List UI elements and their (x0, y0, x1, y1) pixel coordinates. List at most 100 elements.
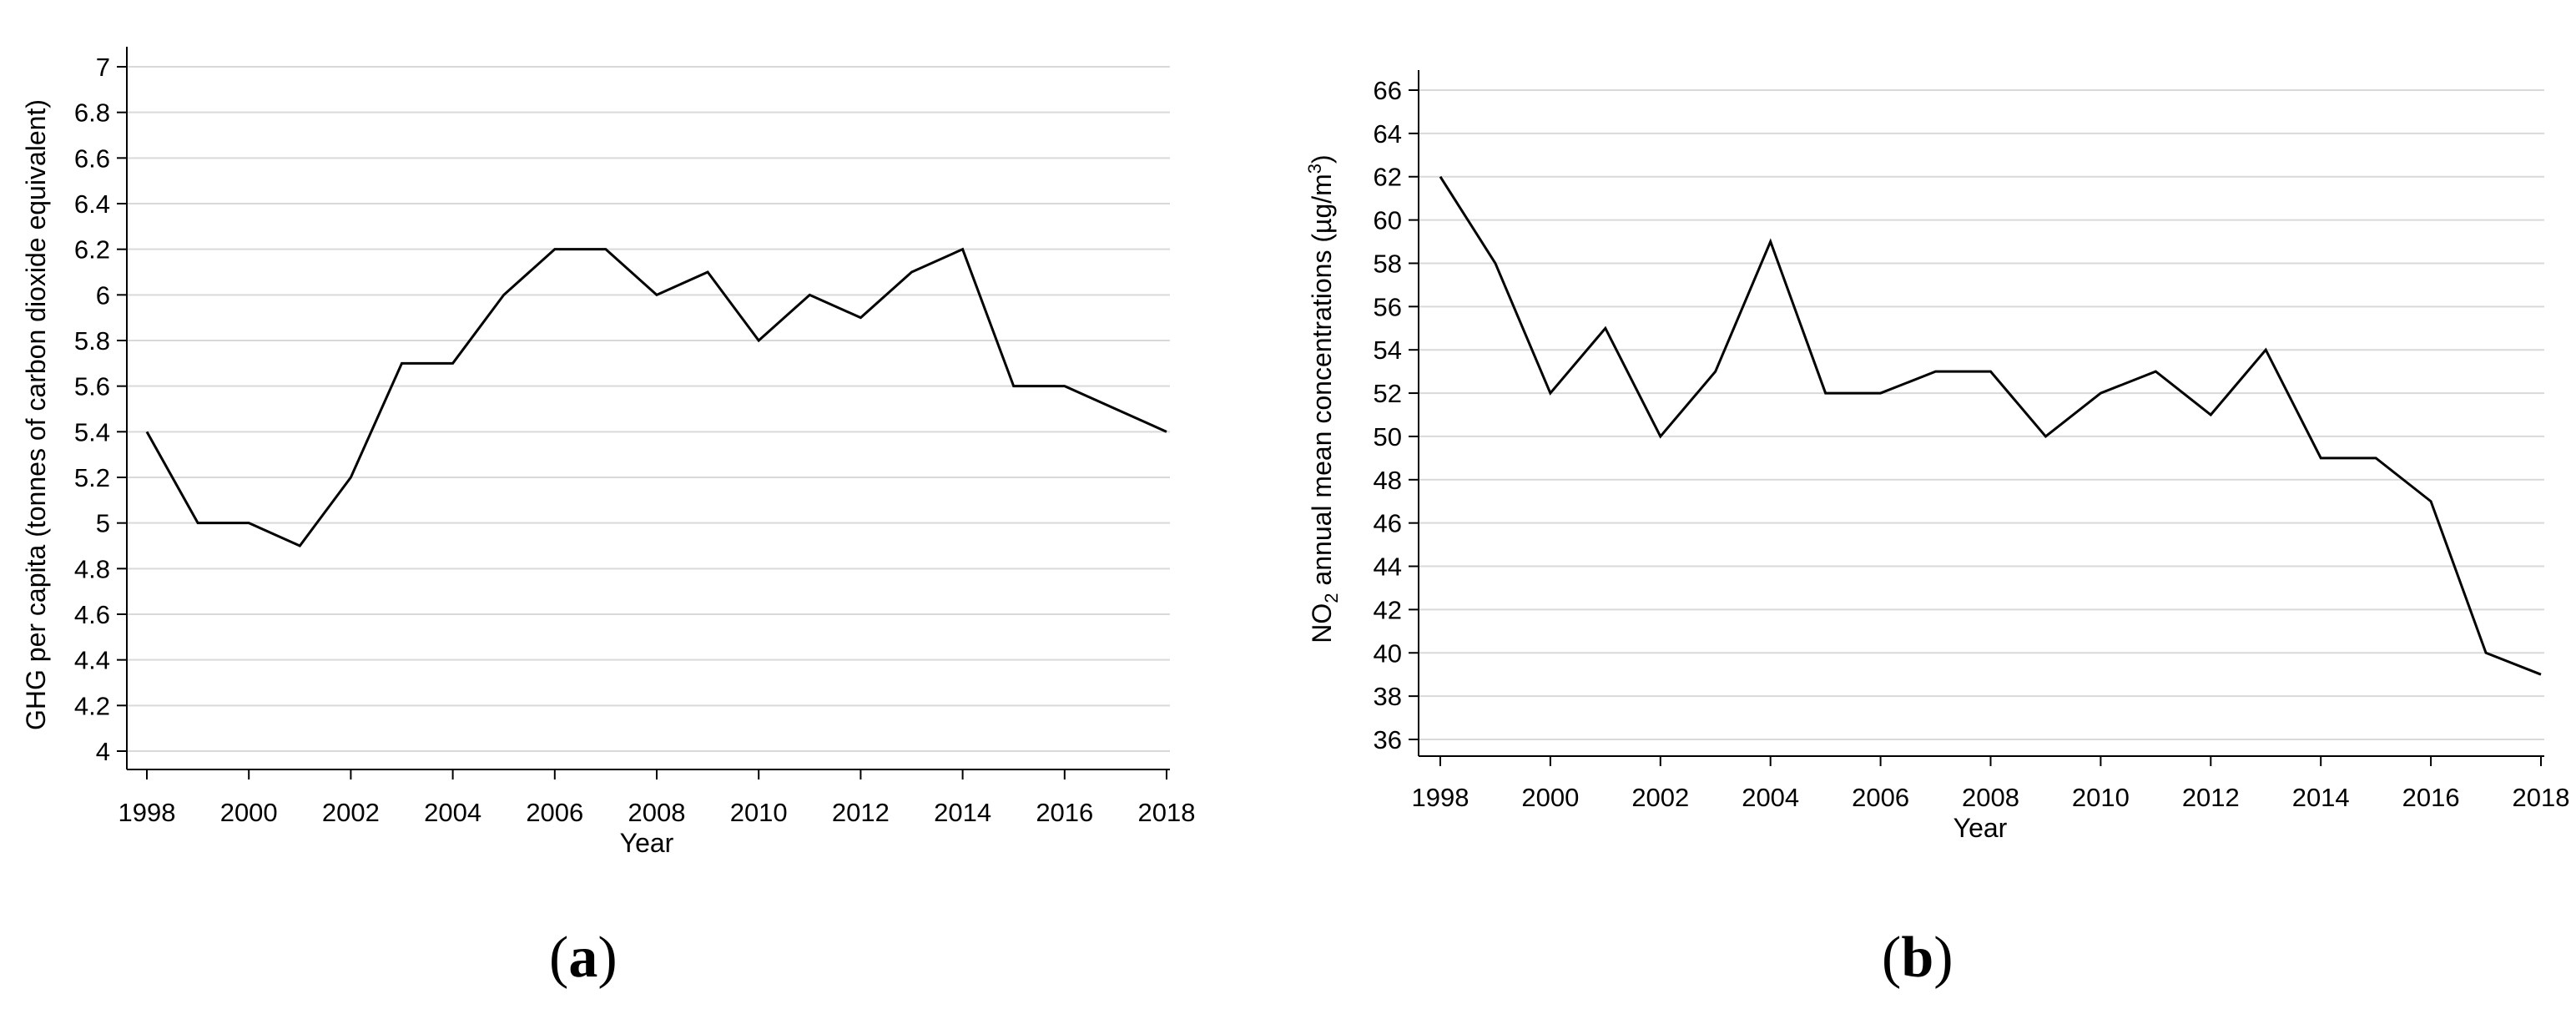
chart-b-data-point (1659, 435, 1662, 438)
chart-b-y-label-end: ) (1307, 154, 1337, 164)
panel-label-a-letter: a (568, 926, 598, 990)
chart-b-data-point (1439, 175, 1442, 179)
panel-label-b: (b) (1882, 925, 1953, 991)
chart-b-x-tick-label: 2006 (1852, 783, 1909, 812)
chart-b-data-point (2264, 348, 2267, 351)
chart-a-y-axis-label: GHG per capita (tonnes of carbon dioxide… (21, 99, 51, 730)
chart-b-y-tick-label: 46 (1374, 509, 1402, 538)
chart-b-gridlines (1419, 89, 2544, 740)
chart-b-y-tick-label: 48 (1374, 466, 1402, 495)
chart-a-y-tick-label: 4.2 (74, 691, 110, 720)
chart-b-series-line (1439, 175, 2542, 676)
chart-b-data-point (1934, 370, 1938, 373)
chart-b-data-point (2374, 457, 2377, 460)
chart-b-x-tick-label: 2008 (1962, 783, 2019, 812)
chart-b-data-point (2319, 457, 2322, 460)
chart-b-data-point (2429, 500, 2432, 503)
chart-b-series (1439, 175, 2543, 676)
chart-a-y-tick-label: 4.8 (74, 554, 110, 583)
chart-b-y-tick-label: 38 (1374, 682, 1402, 711)
chart-a-y-tick-label: 4.6 (74, 600, 110, 629)
chart-b-x-tick-label: 1998 (1412, 783, 1469, 812)
chart-a-y-tick-label: 6.6 (74, 144, 110, 173)
chart-a-x-tick-label: 2006 (526, 798, 583, 827)
chart-a-y-tick-labels: 4 4.2 4.4 4.6 4.8 5 5.2 5.4 5.6 5.8 6 6.2 6.4 6.6 6.8 7 (74, 53, 110, 766)
chart-b-y-tick-label: 56 (1374, 292, 1402, 321)
chart-a-y-tick-label: 7 (96, 53, 110, 82)
chart-b-data-point (1549, 391, 1552, 395)
chart-a-y-tick-label: 6.4 (74, 189, 110, 219)
chart-b-y-tick-label: 52 (1374, 379, 1402, 408)
chart-b-data-point (1494, 261, 1497, 265)
chart-b-y-tick-label: 54 (1374, 335, 1402, 365)
chart-b-data-point (1714, 370, 1717, 373)
chart-b-y-tick-label: 60 (1374, 206, 1402, 235)
chart-a-y-tick-label: 4 (96, 737, 110, 766)
chart-b-data-point (1769, 240, 1772, 244)
chart-b-y-tick-label: 44 (1374, 552, 1402, 582)
chart-b-data-point (2044, 435, 2047, 438)
chart-a-y-tick-label: 5.4 (74, 417, 110, 446)
chart-b-axes (1409, 70, 2544, 766)
chart-b-y-label-rest: annual mean concentrations (µg/m (1307, 174, 1337, 593)
chart-a-x-tick-label: 2008 (628, 798, 686, 827)
chart-b-y-axis-label: NO2 annual mean concentrations (µg/m3) (1304, 154, 1342, 643)
chart-b-y-tick-label: 66 (1374, 76, 1402, 105)
chart-a-x-tick-label: 2004 (424, 798, 481, 827)
chart-b-y-tick-labels: 36 38 40 42 44 46 48 50 52 54 56 58 60 62 64 66 (1374, 76, 1402, 754)
chart-b-y-label-main: NO (1307, 603, 1337, 643)
panel-label-a: (a) (549, 925, 618, 991)
chart-a-y-tick-label: 5.6 (74, 372, 110, 401)
chart-a-y-tick-label: 4.4 (74, 646, 110, 675)
chart-b-data-point (1879, 391, 1883, 395)
chart-a-x-tick-label: 2010 (730, 798, 788, 827)
chart-b-y-tick-label: 50 (1374, 422, 1402, 452)
panel-label-b-close: ) (1933, 926, 1953, 990)
chart-a-x-tick-label: 2012 (832, 798, 890, 827)
chart-a-y-tick-label: 5.8 (74, 326, 110, 356)
chart-b-x-tick-label: 2000 (1521, 783, 1579, 812)
chart-a-x-tick-label: 2002 (322, 798, 380, 827)
chart-b-x-tick-label: 2018 (2513, 783, 2570, 812)
chart-b-data-point (2539, 673, 2543, 676)
chart-b-y-tick-label: 58 (1374, 249, 1402, 278)
chart-b-y-tick-label: 36 (1374, 725, 1402, 754)
chart-a-x-tick-label: 1998 (118, 798, 176, 827)
chart-a-x-tick-label: 2016 (1036, 798, 1093, 827)
chart-a-x-tick-label: 2000 (220, 798, 278, 827)
chart-b-y-label-sub: 2 (1321, 593, 1342, 603)
chart-b-x-axis-label: Year (1953, 813, 2008, 843)
chart-b-x-tick-label: 2012 (2182, 783, 2240, 812)
chart-a-x-tick-labels: 1998 2000 2002 2004 2006 2008 2010 2012 2014 2016… (118, 798, 1196, 827)
panel-label-a-open: ( (549, 926, 569, 990)
chart-b-data-point (1824, 391, 1827, 395)
chart-a-y-tick-label: 6.8 (74, 98, 110, 128)
chart-b-data-point (2154, 370, 2157, 373)
chart-b-x-tick-label: 2014 (2292, 783, 2350, 812)
chart-a-y-tick-label: 6.2 (74, 235, 110, 265)
chart-b-x-tick-label: 2016 (2402, 783, 2460, 812)
chart-b-y-tick-label: 42 (1374, 595, 1402, 624)
chart-b-y-tick-label: 62 (1374, 163, 1402, 192)
chart-a-x-tick-label: 2014 (934, 798, 991, 827)
chart-b-y-tick-label: 40 (1374, 638, 1402, 668)
chart-a-axes (117, 47, 1170, 779)
panel-label-a-close: ) (597, 926, 618, 990)
chart-b-data-point (1604, 326, 1607, 330)
chart-a-series (145, 247, 1167, 547)
chart-a-y-tick-label: 5 (96, 509, 110, 538)
chart-a-x-tick-label: 2018 (1138, 798, 1196, 827)
chart-b-y-label-sup: 3 (1304, 164, 1325, 174)
chart-b-x-tick-label: 2010 (2072, 783, 2130, 812)
chart-b-data-point (2099, 391, 2102, 395)
chart-a-series-line (145, 247, 1167, 547)
panel-label-b-letter: b (1901, 926, 1934, 990)
chart-a-gridlines (127, 66, 1170, 752)
chart-a-x-axis-label: Year (620, 828, 674, 858)
chart-a-y-tick-label: 6 (96, 280, 110, 310)
chart-b-x-tick-label: 2004 (1742, 783, 1799, 812)
chart-b-data-point (2484, 651, 2488, 654)
